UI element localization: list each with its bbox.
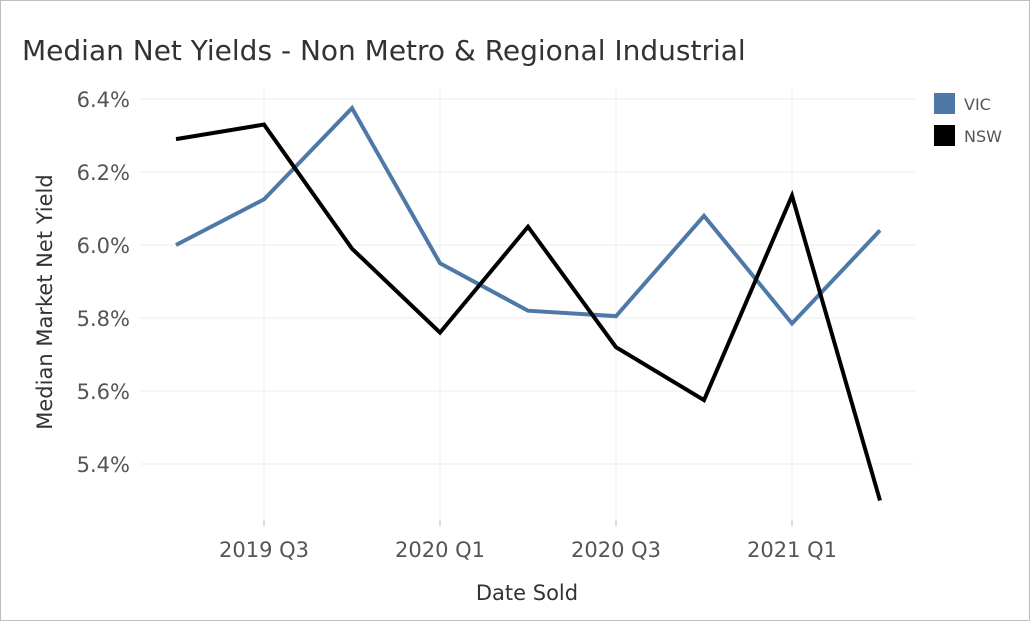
legend-label-nsw: NSW: [964, 127, 1002, 146]
x-tick-label: 2020 Q1: [395, 538, 485, 562]
gridlines: [140, 90, 915, 520]
y-tick-label: 6.2%: [77, 161, 130, 185]
y-axis-ticks: 5.4% 5.6% 5.8% 6.0% 6.2% 6.4%: [77, 88, 130, 477]
x-tick-label: 2019 Q3: [219, 538, 309, 562]
y-tick-label: 5.8%: [77, 307, 130, 331]
y-axis-title: Median Market Net Yield: [33, 174, 57, 429]
y-tick-label: 5.6%: [77, 380, 130, 404]
x-tick-label: 2021 Q1: [747, 538, 837, 562]
legend-label-vic: VIC: [964, 95, 991, 114]
x-axis-ticks: 2019 Q3 2020 Q1 2020 Q3 2021 Q1: [219, 520, 837, 562]
series-line-vic: [175, 104, 882, 327]
y-tick-label: 5.4%: [77, 453, 130, 477]
y-tick-label: 6.0%: [77, 234, 130, 258]
y-tick-label: 6.4%: [77, 88, 130, 112]
series-lines: [175, 104, 882, 502]
legend-swatch-vic: [934, 93, 955, 114]
legend: VIC NSW: [934, 93, 1002, 146]
series-line-nsw: [175, 122, 882, 502]
x-axis-title: Date Sold: [476, 581, 578, 605]
x-tick-label: 2020 Q3: [571, 538, 661, 562]
chart-title: Median Net Yields - Non Metro & Regional…: [22, 34, 746, 67]
legend-swatch-nsw: [934, 125, 955, 146]
